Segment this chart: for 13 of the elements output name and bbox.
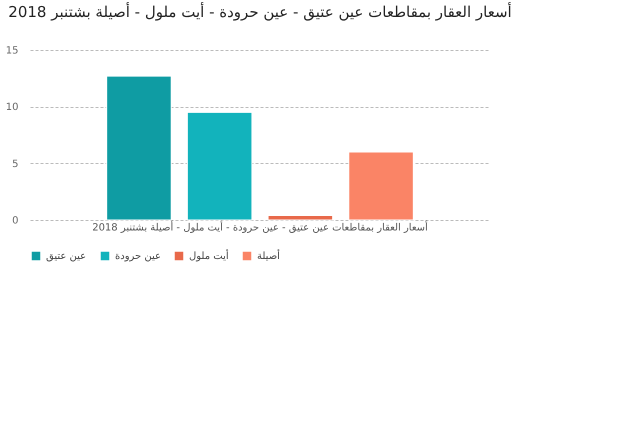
legend-label: أصيلة <box>257 249 280 262</box>
y-tick-label: 0 <box>12 216 18 226</box>
y-tick-label: 10 <box>6 102 18 114</box>
bar <box>348 152 414 220</box>
chart-title: أسعار العقار بمقاطعات عين عتيق - عين حرودة - أيت ملول - أصيلة بشتنبر 2018 <box>8 2 512 21</box>
y-tick-label: 15 <box>6 46 18 56</box>
bar <box>106 76 172 220</box>
bar <box>268 214 334 220</box>
legend-label: عين حرودة <box>115 251 161 262</box>
y-tick-label: 5 <box>12 158 18 170</box>
bar <box>186 112 252 220</box>
legend-label: عين عتيق <box>46 251 86 262</box>
legend-label: أيت ملول <box>189 249 229 262</box>
